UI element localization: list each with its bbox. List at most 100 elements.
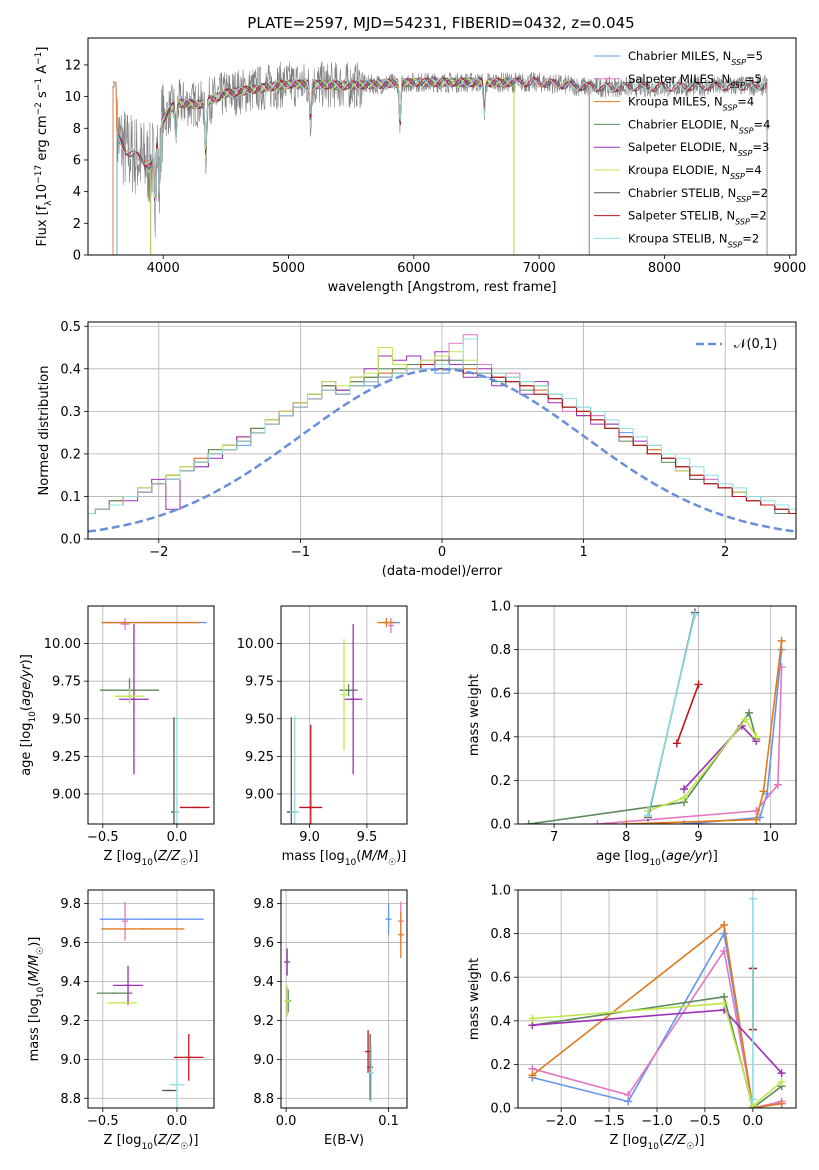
y-axis-label: Flux [fλ10−17 erg cm−2 s−1 A−1]: [34, 47, 54, 247]
x-axis-label-part: )]: [694, 1133, 704, 1148]
y-tick-label: 0.6: [490, 971, 511, 986]
x-axis-label: (data-model)/error: [382, 564, 503, 579]
legend-label-part: =3: [752, 140, 769, 154]
y-axis-label-part: mass [log: [27, 998, 42, 1061]
y-axis-label-part: ☉: [36, 947, 46, 955]
y-tick-label: 0.4: [60, 362, 81, 377]
y-tick-label: 0.2: [490, 774, 511, 789]
x-tick-label: 0.0: [167, 830, 188, 845]
panel-weight-z: −2.0 −1.5 −1.0 −0.5 0.0 0.0 0.2 0.4 0.6 0.8 1.0 Z […: [467, 884, 797, 1152]
x-tick-label: −0.5: [689, 1114, 721, 1129]
legend-label-part: =4: [737, 95, 754, 109]
x-axis-label-part: Z [log: [610, 1133, 648, 1148]
y-tick-label: 0.0: [490, 1102, 511, 1117]
axes-frame: [517, 605, 797, 825]
panel-mass-ebv: 0.0 0.1 8.8 9.0 9.2 9.4 9.6 9.8 E(B-V): [253, 889, 408, 1148]
x-axis-label-part: 10: [345, 858, 357, 868]
legend-label-part: Chabrier STELIB, N: [628, 186, 736, 200]
weight-marker: [672, 739, 681, 748]
y-tick-label: 9.0: [253, 1053, 274, 1068]
weight-marker: [777, 1077, 786, 1086]
y-axis-label: mass [log10(M/M☉)]: [27, 937, 46, 1062]
x-axis-label-part: 10: [647, 1142, 659, 1152]
weight-marker: [593, 820, 602, 824]
y-axis-label-part: λ: [44, 200, 54, 206]
x-tick-label: 9000: [773, 261, 806, 276]
y-axis-label: mass weight: [467, 674, 482, 756]
x-tick-label: −2: [149, 545, 168, 560]
legend-label: Salpeter ELODIE, NSSP=3: [628, 140, 769, 158]
panel-age-mass: 9.0 9.5 9.00 9.25 9.50 9.75 10.00 mass [log10(M…: [237, 605, 408, 868]
y-tick-label: 0.4: [490, 1014, 511, 1029]
x-axis-label-part: E(B-V): [324, 1133, 364, 1148]
axes-frame: [517, 889, 797, 1109]
legend-label: Chabrier ELODIE, NSSP=4: [628, 117, 770, 135]
legend-label-part: SSP: [739, 126, 754, 135]
x-tick-label: 9: [694, 830, 702, 845]
weight-marker: [720, 947, 729, 956]
y-tick-label: 4: [73, 185, 81, 200]
y-axis-label-part: Flux [f: [35, 205, 50, 246]
y-tick-label: 10: [64, 90, 81, 105]
y-tick-label: 0.8: [490, 643, 511, 658]
y-tick-label: 9.2: [60, 1014, 81, 1029]
y-tick-label: 8.8: [253, 1092, 274, 1107]
legend-label-part: =4: [745, 163, 762, 177]
y-tick-label: 9.4: [253, 975, 274, 990]
x-tick-label: −0.5: [87, 830, 119, 845]
y-tick-label: 0.5: [60, 320, 81, 335]
x-tick-label: 6000: [397, 261, 430, 276]
y-tick-label: 9.8: [60, 897, 81, 912]
legend-label-part: Salpeter STELIB, N: [628, 209, 735, 223]
x-axis-label-part: (: [153, 1133, 158, 1148]
axes-frame: [87, 889, 215, 1109]
weight-marker: [694, 680, 703, 689]
x-tick-label: 9.5: [357, 830, 378, 845]
x-axis-label: E(B-V): [324, 1133, 364, 1148]
weight-series: [531, 923, 782, 1108]
legend-label-part: SSP: [730, 172, 745, 181]
x-axis-label-part: M/M: [361, 849, 388, 864]
weight-marker: [777, 1069, 786, 1078]
legend-label-part: SSP: [730, 80, 745, 89]
legend-label: Salpeter STELIB, NSSP=2: [628, 209, 767, 227]
x-axis-label-part: mass [log: [282, 849, 345, 864]
y-axis-label-part: 10: [28, 711, 38, 723]
x-axis-label: wavelength [Angstrom, rest frame]: [328, 280, 557, 295]
y-tick-label: 2: [73, 217, 81, 232]
legend-label-part: =2: [751, 186, 768, 200]
y-axis-label-part: Normed distribution: [37, 366, 52, 496]
x-axis-label-part: (: [356, 849, 361, 864]
legend-label: Chabrier MILES, NSSP=5: [628, 49, 763, 67]
y-tick-label: 9.25: [245, 750, 274, 765]
axes-frame: [280, 889, 408, 1109]
legend-label: 𝒩(0,1): [734, 337, 777, 352]
y-axis-label-part: −1: [34, 52, 44, 65]
legend-label-part: SSP: [736, 194, 751, 203]
plot-area: [88, 334, 796, 533]
y-axis-label-part: (: [27, 982, 42, 987]
model-spectrum: [150, 77, 515, 199]
weight-marker: [680, 785, 689, 794]
legend-label-part: =2: [742, 231, 759, 245]
model-spectrum: [112, 77, 590, 199]
legend-label-part: Kroupa ELODIE, N: [628, 163, 730, 177]
legend-label: Chabrier STELIB, NSSP=2: [628, 186, 768, 204]
x-axis-label: Z [log10(Z/Z☉)]: [104, 1133, 199, 1152]
x-tick-label: 0.0: [167, 1114, 188, 1129]
legend-label-part: =4: [754, 117, 771, 131]
x-axis-label-part: Z/Z: [663, 1133, 687, 1148]
legend-label-part: =5: [746, 49, 763, 63]
y-tick-label: 0.2: [60, 447, 81, 462]
plot-area: [524, 608, 786, 824]
y-tick-label: 9.8: [253, 897, 274, 912]
legend-label-part: SSP: [728, 240, 743, 249]
x-tick-label: 0.0: [276, 1114, 297, 1129]
legend-label-part: Chabrier ELODIE, N: [628, 117, 739, 131]
y-axis-label-part: M/M: [27, 955, 42, 982]
figure-title: PLATE=2597, MJD=54231, FIBERID=0432, z=0…: [247, 14, 634, 32]
legend-label-part: SSP: [738, 149, 753, 158]
weight-marker: [720, 929, 729, 938]
y-axis-label-part: −17: [34, 165, 44, 184]
